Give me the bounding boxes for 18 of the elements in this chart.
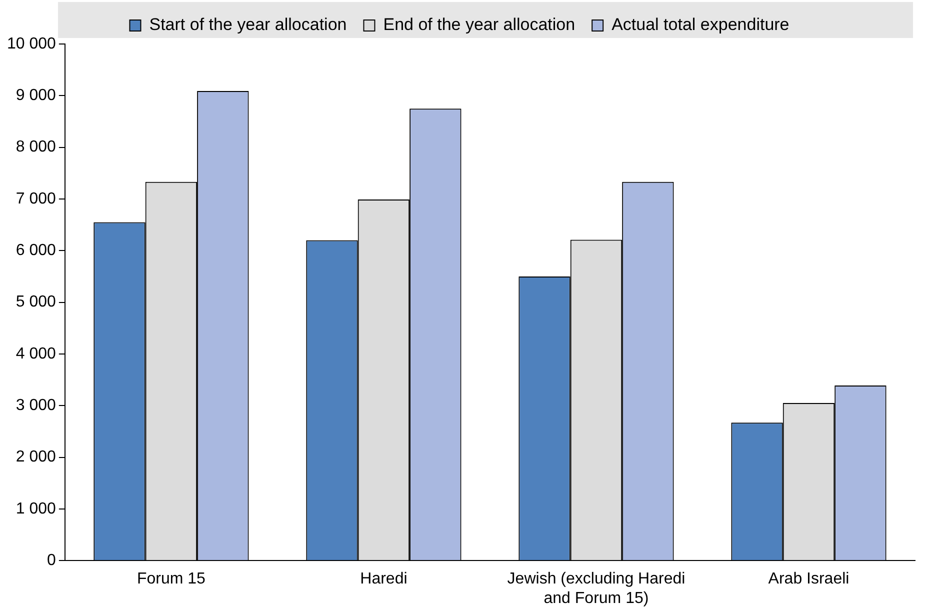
x-tick-label: Jewish (excluding Haredi and Forum 15): [507, 570, 686, 607]
x-tick-label: Forum 15: [136, 570, 206, 588]
y-tick-label: 10 000: [7, 35, 56, 52]
legend-label: Actual total expenditure: [612, 15, 790, 34]
x-tick-label: Haredi: [360, 570, 408, 588]
legend-label: Start of the year allocation: [149, 15, 347, 34]
y-tick-label: 8 000: [16, 138, 56, 156]
y-tick-label: 2 000: [16, 448, 56, 466]
y-tick-label: 5 000: [16, 294, 56, 311]
y-tick-label: 6 000: [16, 242, 56, 260]
y-tick-label: 9 000: [16, 87, 56, 104]
y-tick-label: 1 000: [16, 500, 56, 518]
y-tick-label: 3 000: [16, 397, 56, 414]
x-tick-label: Arab Israeli: [768, 570, 850, 588]
y-tick-label: 7 000: [16, 190, 56, 208]
legend-label: End of the year allocation: [383, 15, 576, 34]
y-tick-label: 0: [47, 552, 56, 570]
y-tick-label: 4 000: [16, 345, 56, 362]
